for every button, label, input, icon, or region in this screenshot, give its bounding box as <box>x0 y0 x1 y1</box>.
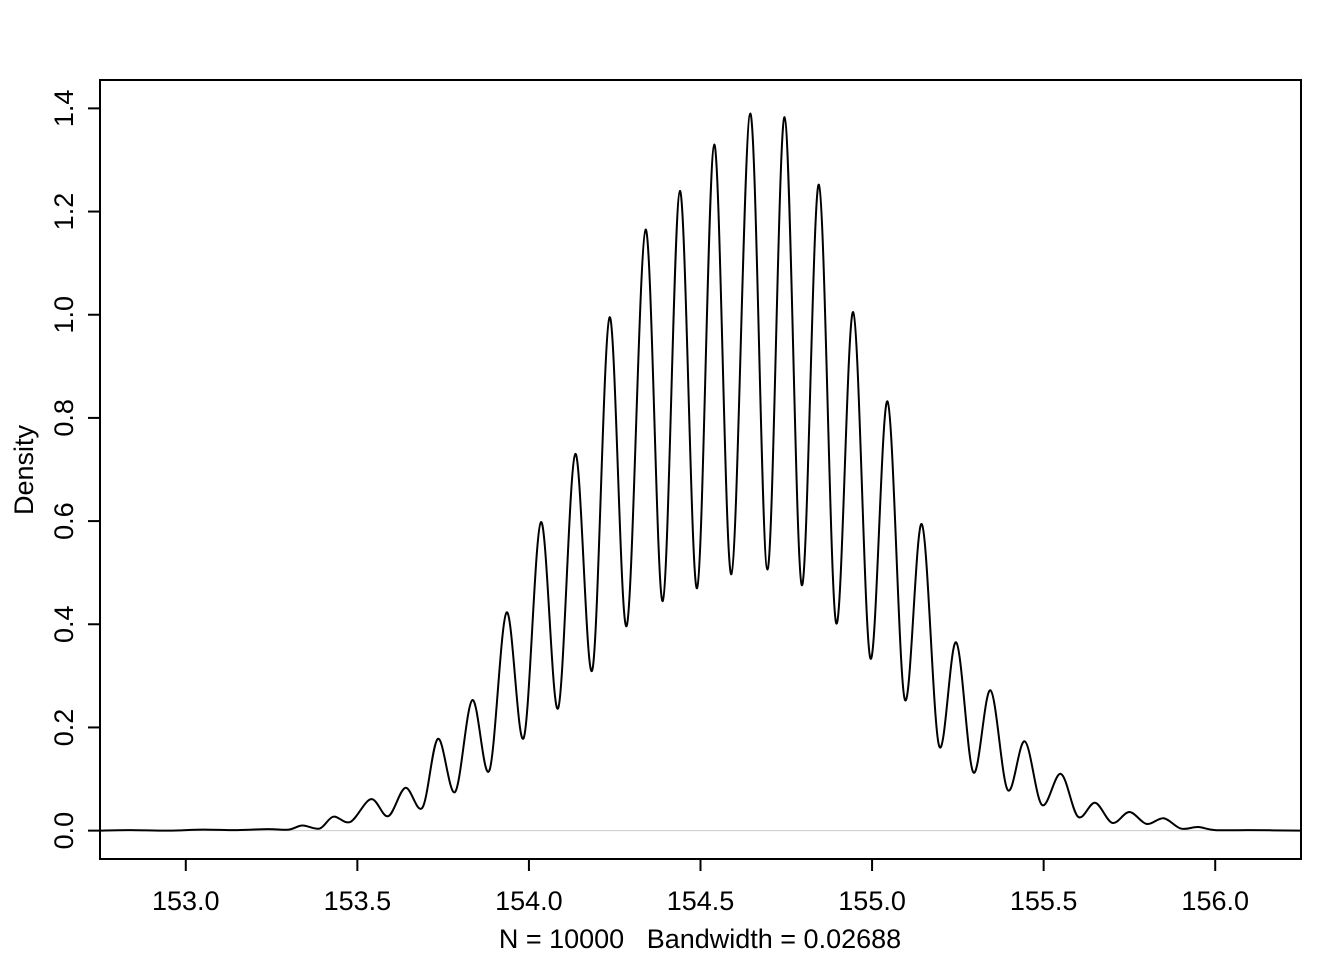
line-layer <box>99 112 1302 832</box>
y-tick-label: 0.4 <box>49 605 79 643</box>
x-tick-label: 153.5 <box>324 886 392 916</box>
y-tick-label: 0.6 <box>49 502 79 540</box>
y-tick-label: 0.0 <box>49 812 79 850</box>
x-tick-label: 153.0 <box>152 886 220 916</box>
y-axis: 0.0 0.2 0.4 0.6 0.8 1.0 1.2 1.4 <box>49 90 101 850</box>
y-axis-title: Density <box>9 424 39 515</box>
y-tick-label: 1.0 <box>49 296 79 334</box>
x-axis: 153.0 153.5 154.0 154.5 155.0 155.5 156.0 <box>152 858 1249 916</box>
x-tick-label: 154.0 <box>495 886 563 916</box>
x-tick-label: 155.0 <box>838 886 906 916</box>
y-tick-label: 1.4 <box>49 90 79 128</box>
x-axis-title: N = 10000 Bandwidth = 0.02688 <box>499 924 901 954</box>
y-tick-label: 1.2 <box>49 193 79 231</box>
y-tick-label: 0.8 <box>49 399 79 437</box>
y-tick-label: 0.2 <box>49 709 79 747</box>
x-tick-label: 154.5 <box>667 886 735 916</box>
x-tick-label: 155.5 <box>1010 886 1078 916</box>
x-tick-label: 156.0 <box>1181 886 1249 916</box>
density-curve <box>99 112 1302 832</box>
